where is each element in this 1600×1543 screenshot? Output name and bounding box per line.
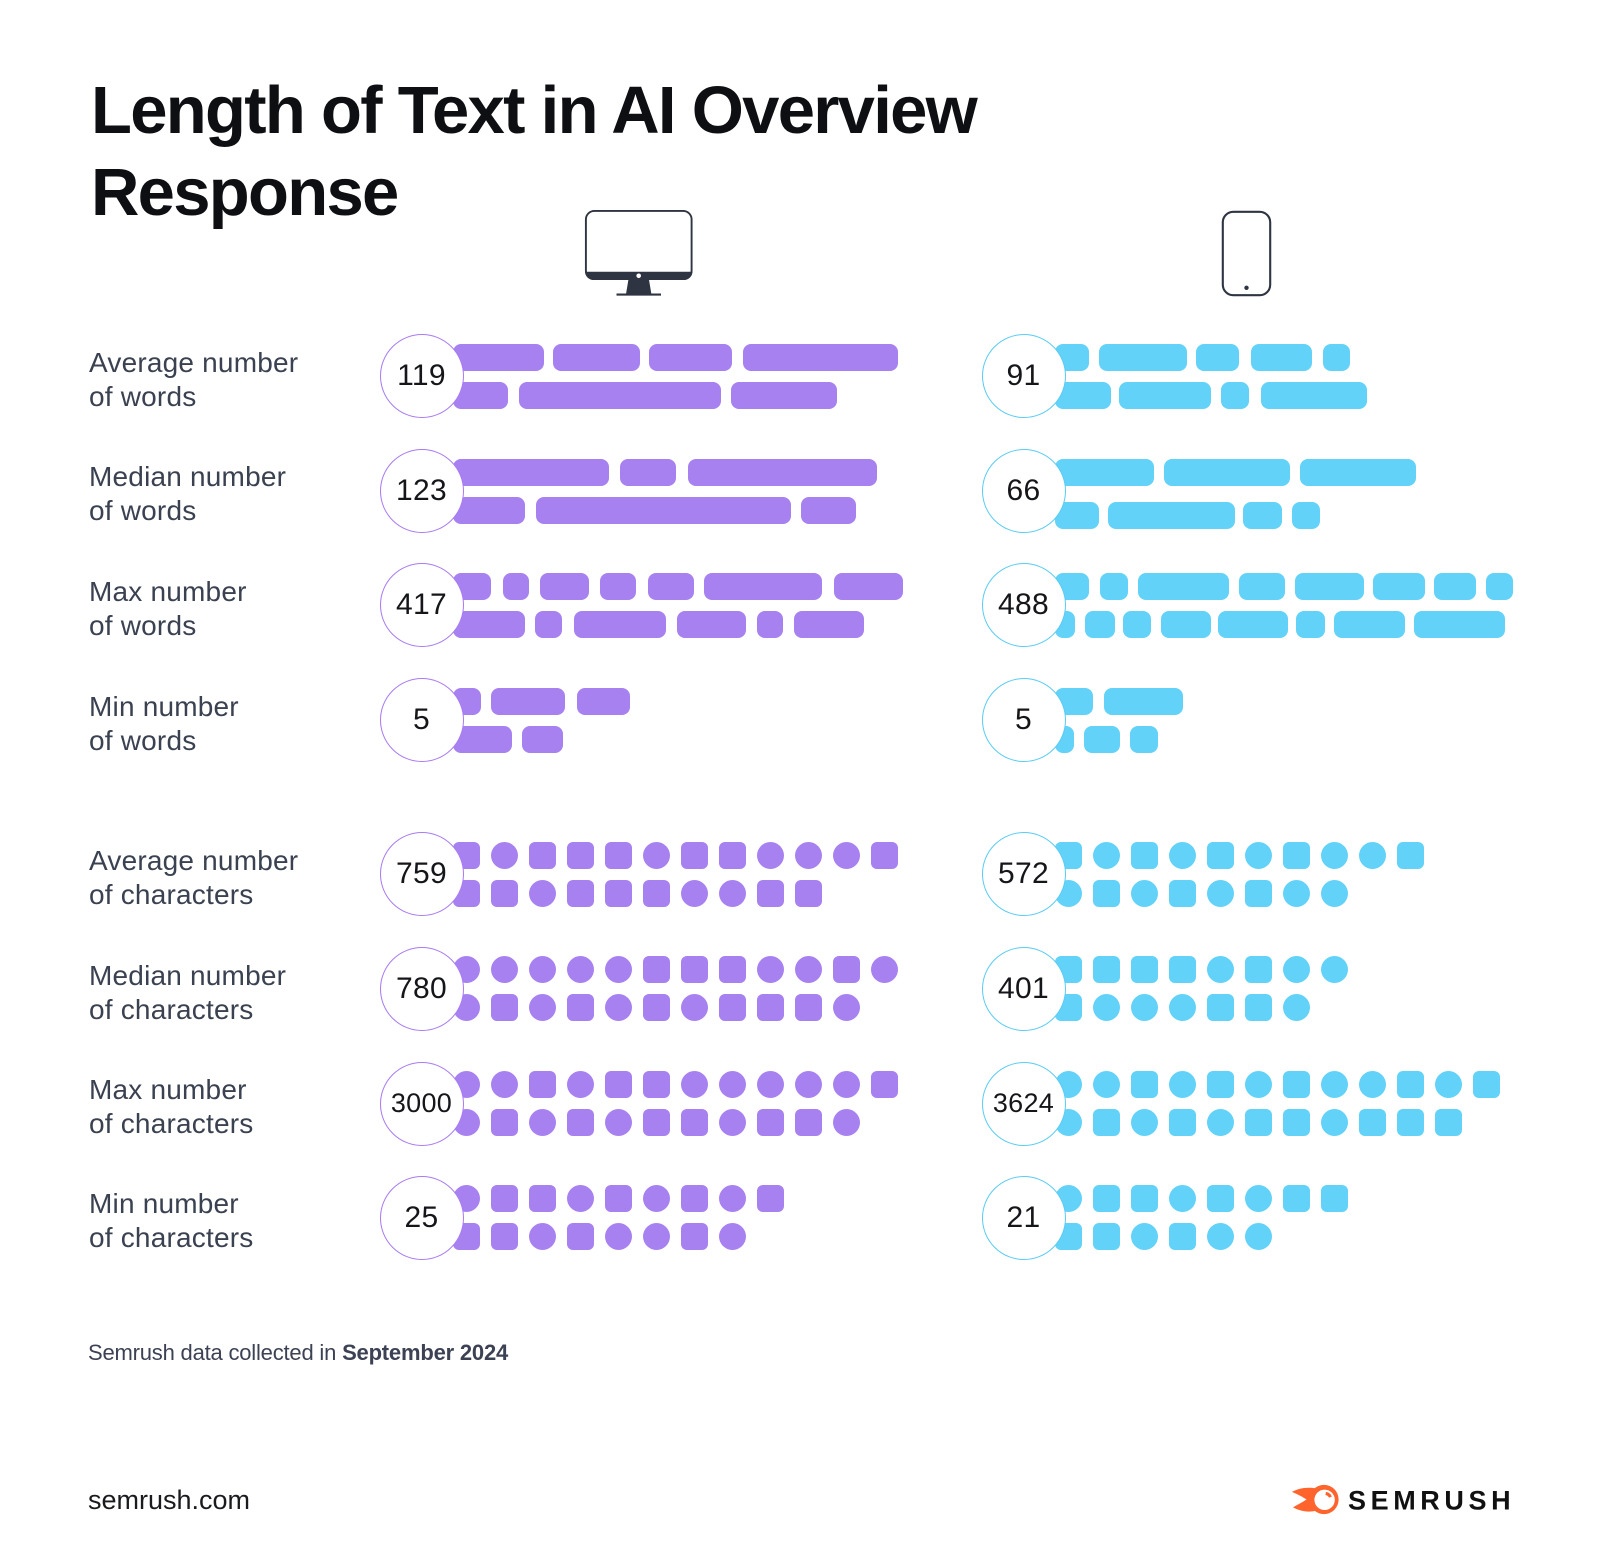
- svg-text:SEMRUSH: SEMRUSH: [1348, 1486, 1515, 1516]
